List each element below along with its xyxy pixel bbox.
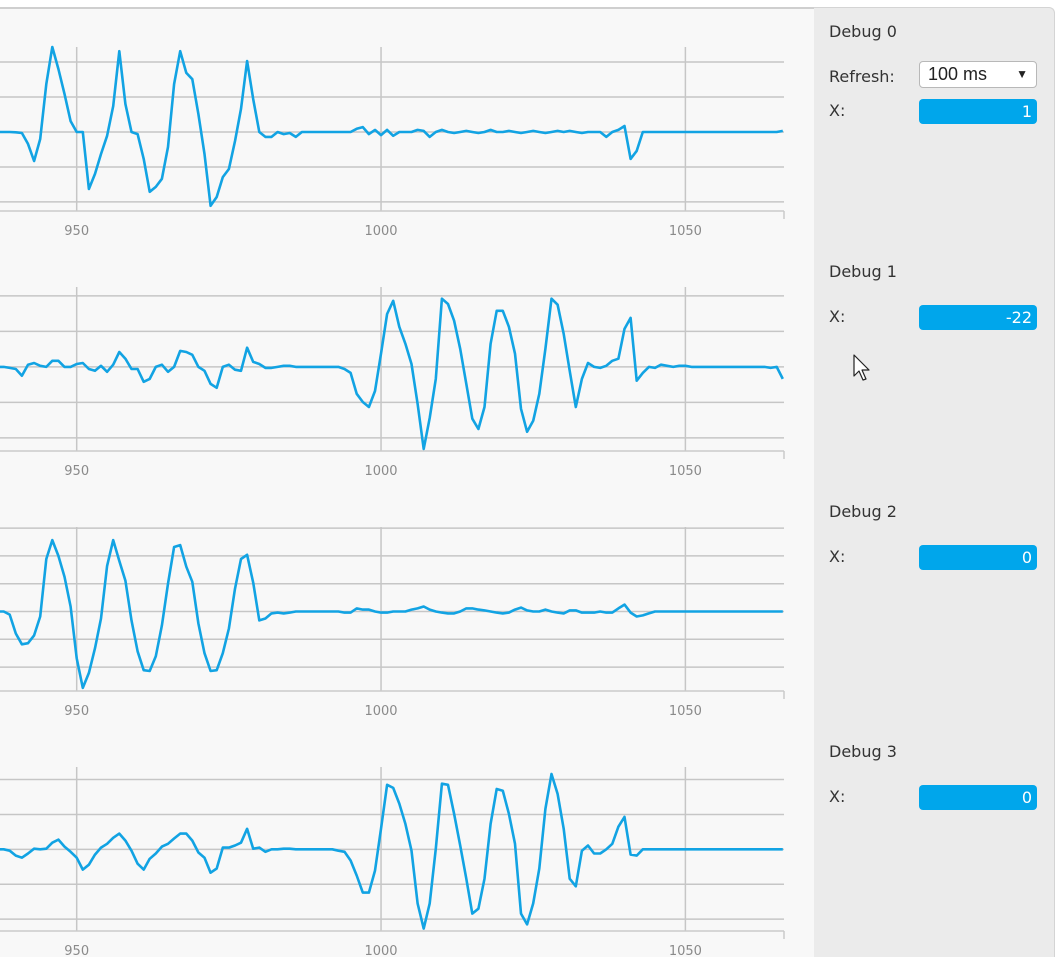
- chart-debug-2: 950 1000 1050: [0, 480, 814, 720]
- series-line: [0, 297, 784, 451]
- refresh-value: 100 ms: [928, 64, 988, 84]
- series-line: [0, 538, 783, 690]
- debug-section-2: Debug 2 X: 0: [814, 480, 1055, 720]
- section-title: Debug 3: [829, 742, 897, 761]
- x-tick-label: 1050: [669, 224, 702, 239]
- x-value: 0: [919, 785, 1037, 810]
- x-tick-label: 1050: [669, 704, 702, 719]
- x-tick-label: 1000: [364, 944, 397, 959]
- x-label: X:: [829, 307, 846, 326]
- debug-section-3: Debug 3 X: 0: [814, 720, 1055, 960]
- refresh-label: Refresh:: [829, 67, 895, 86]
- section-title: Debug 2: [829, 502, 897, 521]
- x-tick-label: 1050: [669, 944, 702, 959]
- x-value: 1: [919, 99, 1037, 124]
- x-label: X:: [829, 787, 846, 806]
- section-title: Debug 1: [829, 262, 897, 281]
- x-tick-label: 1000: [364, 464, 397, 479]
- chart-svg: 950 1000 1050: [0, 767, 785, 959]
- refresh-select[interactable]: 100 ms ▼: [919, 61, 1037, 88]
- x-tick-label: 950: [64, 944, 89, 959]
- debug-sidebar: Debug 0 Refresh: 100 ms ▼ X: 1 Debug 1 X…: [814, 7, 1055, 957]
- x-tick-label: 1050: [669, 464, 702, 479]
- mouse-cursor-icon: [853, 354, 870, 381]
- chart-debug-0: 950 1000 1050: [0, 0, 814, 240]
- debug-section-1: Debug 1 X: -22: [814, 240, 1055, 480]
- chart-svg: 950 1000 1050: [0, 527, 785, 719]
- x-label: X:: [829, 101, 846, 120]
- x-tick-label: 950: [64, 224, 89, 239]
- series-line: [0, 45, 784, 208]
- x-value: -22: [919, 305, 1037, 330]
- x-tick-label: 950: [64, 464, 89, 479]
- x-tick-label: 1000: [364, 704, 397, 719]
- section-title: Debug 0: [829, 22, 897, 41]
- x-tick-label: 1000: [364, 224, 397, 239]
- chart-debug-1: 950 1000 1050: [0, 240, 814, 480]
- x-tick-label: 950: [64, 704, 89, 719]
- chart-svg: 950 1000 1050: [0, 45, 785, 239]
- x-value: 0: [919, 545, 1037, 570]
- series-line: [0, 772, 783, 930]
- debug-section-0: Debug 0 Refresh: 100 ms ▼ X: 1: [814, 0, 1055, 240]
- charts-area: 950 1000 1050 950 1000 1050 950 1000 1050 950 1…: [0, 7, 814, 960]
- dropdown-arrow-icon: ▼: [1016, 67, 1028, 81]
- chart-debug-3: 950 1000 1050: [0, 720, 814, 960]
- x-label: X:: [829, 547, 846, 566]
- chart-svg: 950 1000 1050: [0, 287, 785, 479]
